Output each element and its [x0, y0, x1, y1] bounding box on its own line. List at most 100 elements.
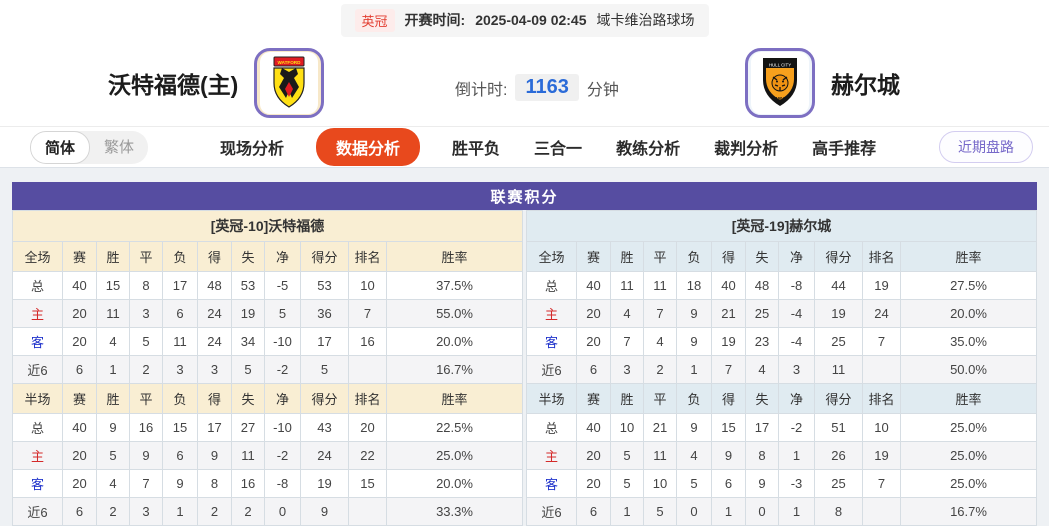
stat-cell: 11	[231, 441, 265, 470]
stats-row: 近6 6 1 2 3 3 5 -2 5 16.7%	[12, 355, 523, 384]
stat-cell: 48	[197, 271, 232, 300]
home-team-header-row: [英冠-10]沃特福德	[12, 210, 523, 242]
stat-cell: 7	[711, 355, 746, 384]
recent-handicap-button[interactable]: 近期盘路	[939, 131, 1033, 163]
stat-cell: -3	[778, 469, 815, 498]
row-label: 近6	[12, 355, 63, 384]
column-header: 负	[162, 383, 198, 414]
stat-cell: -4	[778, 299, 815, 328]
row-label: 总	[12, 271, 63, 300]
stats-row: 总 40 10 21 9 15 17 -2 51 10 25.0%	[526, 413, 1037, 442]
stat-cell: 16.7%	[900, 497, 1037, 526]
stat-cell: 9	[676, 413, 712, 442]
stat-cell: 19	[862, 271, 901, 300]
language-toggle: 简体 繁体	[30, 130, 149, 164]
nav-bar: 简体 繁体 现场分析 数据分析 胜平负 三合一 教练分析 裁判分析 高手推荐 近期盘路	[0, 126, 1049, 168]
stat-cell: 40	[62, 413, 97, 442]
column-header: 胜	[96, 241, 130, 272]
svg-text:1904: 1904	[775, 96, 785, 101]
content-area: 联赛积分 [英冠-10]沃特福德 全场赛胜平负得失净得分 排名 胜率总 40 15 8 17…	[0, 168, 1049, 526]
stat-cell: 7	[862, 469, 901, 498]
stat-cell: 19	[711, 327, 746, 356]
stat-cell	[348, 355, 387, 384]
stat-cell: 4	[643, 327, 677, 356]
row-label: 总	[526, 413, 577, 442]
stat-cell: 7	[643, 299, 677, 328]
stat-cell: 4	[745, 355, 779, 384]
stat-cell: 20	[576, 441, 611, 470]
stat-cell: 20	[576, 299, 611, 328]
stat-cell: 17	[745, 413, 779, 442]
stat-cell: 24	[300, 441, 349, 470]
stat-cell: 15	[348, 469, 387, 498]
stat-cell: 1	[610, 497, 644, 526]
stat-cell: 50.0%	[900, 355, 1037, 384]
stat-cell: 2	[643, 355, 677, 384]
stat-cell: 19	[862, 441, 901, 470]
column-header: 净	[778, 383, 815, 414]
stat-cell: 25	[814, 327, 863, 356]
stat-cell: -10	[264, 413, 301, 442]
row-label: 客	[526, 327, 577, 356]
stat-cell: 20	[576, 469, 611, 498]
tab-胜平负[interactable]: 胜平负	[452, 141, 501, 158]
stat-cell: 17	[197, 413, 232, 442]
column-header: 胜	[610, 383, 644, 414]
stat-cell: 9	[676, 299, 712, 328]
stat-cell: 25.0%	[900, 441, 1037, 470]
stat-cell: 20	[62, 299, 97, 328]
stat-cell: -5	[264, 271, 301, 300]
stat-cell: 11	[814, 355, 863, 384]
row-label: 主	[526, 441, 577, 470]
column-header: 平	[129, 241, 163, 272]
column-header: 平	[129, 383, 163, 414]
stat-cell: 3	[162, 355, 198, 384]
stat-cell: -2	[264, 441, 301, 470]
lang-simplified-button[interactable]: 简体	[30, 130, 91, 164]
stat-cell: -8	[778, 271, 815, 300]
match-header: 沃特福德(主) WATFORD 倒计时: 1163 分钟	[0, 40, 1049, 126]
stats-row: 客 20 5 10 5 6 9 -3 25 7 25.0%	[526, 469, 1037, 498]
column-header: 排名	[348, 241, 387, 272]
stat-cell: 6	[162, 441, 198, 470]
stat-cell: 5	[610, 441, 644, 470]
tab-数据分析[interactable]: 数据分析	[316, 128, 421, 166]
home-stats-table: [英冠-10]沃特福德 全场赛胜平负得失净得分 排名 胜率总 40 15 8 17 48 53-…	[12, 210, 523, 526]
stat-cell: 16	[231, 469, 265, 498]
full-columns-header-row: 全场赛胜平负得失净得分 排名 胜率	[526, 241, 1037, 272]
stat-cell: 22.5%	[386, 413, 523, 442]
tab-高手推荐[interactable]: 高手推荐	[812, 141, 877, 158]
stat-cell: 43	[300, 413, 349, 442]
stat-cell: 6	[711, 469, 746, 498]
tab-三合一[interactable]: 三合一	[534, 141, 583, 158]
stat-cell: 10	[348, 271, 387, 300]
stat-cell: 25.0%	[900, 413, 1037, 442]
stat-cell: 5	[643, 497, 677, 526]
stat-cell: 16	[129, 413, 163, 442]
kickoff-bar: 英冠 开赛时间: 2025-04-09 02:45 域卡维治路球场	[0, 0, 1049, 40]
stat-cell: 9	[162, 469, 198, 498]
stat-cell: 16	[348, 327, 387, 356]
stat-cell: 34	[231, 327, 265, 356]
stat-cell: 10	[862, 413, 901, 442]
stat-cell: 6	[576, 497, 611, 526]
away-team-name: 赫尔城	[831, 72, 900, 98]
stat-cell: 11	[643, 441, 677, 470]
stat-cell: 7	[348, 299, 387, 328]
stat-cell	[862, 355, 901, 384]
lang-traditional-button[interactable]: 繁体	[104, 138, 135, 156]
stat-cell: 6	[62, 497, 97, 526]
tab-裁判分析[interactable]: 裁判分析	[714, 141, 779, 158]
tab-教练分析[interactable]: 教练分析	[616, 141, 681, 158]
stat-cell: 25	[745, 299, 779, 328]
stat-cell: 11	[162, 327, 198, 356]
stat-cell: 0	[745, 497, 779, 526]
stat-cell: -4	[778, 327, 815, 356]
stat-cell: 19	[300, 469, 349, 498]
tab-现场分析[interactable]: 现场分析	[220, 141, 285, 158]
stats-row: 近6 6 3 2 1 7 4 3 11 50.0%	[526, 355, 1037, 384]
row-label: 主	[12, 441, 63, 470]
column-header: 得	[197, 383, 232, 414]
home-team-name: 沃特福德(主)	[108, 72, 239, 98]
stat-cell: 40	[576, 271, 611, 300]
